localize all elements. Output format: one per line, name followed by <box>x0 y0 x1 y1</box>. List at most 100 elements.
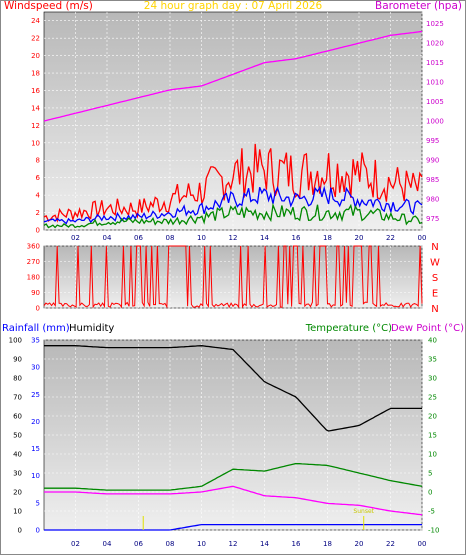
compass-label: E <box>432 289 438 300</box>
wind-tick-x: 18 <box>323 234 332 242</box>
wind-tick-left: 18 <box>31 70 40 78</box>
temp-tick-x: 10 <box>197 540 206 548</box>
direction-grid <box>44 245 423 309</box>
temp-tick-x: 02 <box>71 540 80 548</box>
wind-tick-left: 16 <box>31 87 40 95</box>
temp-tick: 35 <box>428 356 437 364</box>
humidity-tick: 60 <box>13 413 22 421</box>
wind-tick-right: 1020 <box>426 40 444 48</box>
temp-tick: -5 <box>428 508 435 516</box>
rain-tick: 25 <box>31 391 40 399</box>
temp-tick-x: 06 <box>134 540 143 548</box>
wind-tick-left: 10 <box>31 139 40 147</box>
wind-tick-left: 6 <box>36 174 41 182</box>
humidity-tick: 0 <box>18 527 22 535</box>
wind-tick-right: 985 <box>426 176 439 184</box>
humidity-tick: 90 <box>13 356 22 364</box>
wind-ticks: 2422201816141210864201025102010151010100… <box>31 17 444 242</box>
rain-tick: 5 <box>36 499 40 507</box>
wind-tick-left: 24 <box>31 17 40 25</box>
direction-tick-left: 0 <box>36 305 40 313</box>
wind-tick-right: 1010 <box>426 79 444 87</box>
temp-tick-x: 18 <box>323 540 332 548</box>
barometer-line <box>43 30 423 122</box>
windgust-line <box>43 143 423 223</box>
wind-tick-x: 04 <box>103 234 112 242</box>
wind-tick-right: 990 <box>426 156 439 164</box>
humidity-axis-label: Humidity <box>69 323 114 334</box>
windavg-line <box>43 185 423 225</box>
wind-tick-x: 02 <box>71 234 80 242</box>
dewpoint-axis-label: Dew Point (°C) <box>391 323 464 334</box>
wind-tick-right: 1025 <box>426 20 444 28</box>
wind-tick-left: 4 <box>36 192 41 200</box>
dewpoint-line <box>44 485 423 516</box>
compass-label: N <box>431 304 438 315</box>
temp-tick-x: 16 <box>292 540 301 548</box>
humidity-tick: 80 <box>13 375 22 383</box>
humidity-tick: 30 <box>13 470 22 478</box>
windspeed-line <box>43 202 423 229</box>
compass-label: N <box>431 242 438 253</box>
compass-label: W <box>430 258 440 269</box>
sunset-label: Sunset <box>353 508 374 515</box>
humidity-tick: 10 <box>13 508 22 516</box>
rain-tick: 35 <box>31 337 40 345</box>
wind-tick-x: 00 <box>418 234 427 242</box>
wind-tick-x: 06 <box>134 234 143 242</box>
wind-tick-right: 980 <box>426 195 439 203</box>
wind-tick-x: 12 <box>229 234 238 242</box>
temperature-axis-label: Temperature (°C) <box>305 323 392 334</box>
temp-tick-x: 22 <box>386 540 395 548</box>
humidity-line <box>44 345 422 432</box>
compass-label: S <box>432 273 438 284</box>
temp-tick: 30 <box>428 375 437 383</box>
temp-series: Sunset <box>44 345 423 531</box>
wind-tick-left: 20 <box>31 52 40 60</box>
wind-tick-right: 975 <box>426 215 439 223</box>
wind-tick-left: 8 <box>36 157 40 165</box>
temp-ticks: 1009080706050403020100353025201510504035… <box>9 337 440 549</box>
humidity-tick: 100 <box>9 337 22 345</box>
wind-tick-x: 08 <box>166 234 175 242</box>
barometer-axis-label: Barometer (hpa) <box>375 0 462 12</box>
temp-tick: 25 <box>428 394 437 402</box>
direction-tick-left: 360 <box>27 243 40 251</box>
temperature-line <box>44 462 423 491</box>
wind-tick-left: 2 <box>36 209 40 217</box>
temp-tick: 40 <box>428 337 437 345</box>
wind-tick-right: 1015 <box>426 59 444 67</box>
wind-series <box>43 30 423 229</box>
wind-tick-x: 14 <box>260 234 269 242</box>
graph-title: 24 hour graph day : 07 April 2026 <box>144 0 323 12</box>
wind-tick-left: 12 <box>31 122 40 130</box>
temp-tick-x: 14 <box>260 540 269 548</box>
temp-tick: -10 <box>428 527 439 535</box>
humidity-tick: 20 <box>13 489 22 497</box>
temp-tick: 15 <box>428 432 437 440</box>
rain-tick: 15 <box>31 445 40 453</box>
rain-tick: 20 <box>31 418 40 426</box>
winddirection-line <box>43 245 423 309</box>
temp-tick-x: 08 <box>166 540 175 548</box>
wind-tick-x: 16 <box>292 234 301 242</box>
humidity-tick: 50 <box>13 432 22 440</box>
direction-ticks: 360 N 270 W 180 S 90 E 0 N <box>27 242 440 315</box>
temp-grid <box>44 339 423 531</box>
wind-tick-left: 14 <box>31 104 40 112</box>
temp-tick-x: 00 <box>418 540 427 548</box>
humidity-tick: 70 <box>13 394 22 402</box>
temp-tick-x: 20 <box>355 540 364 548</box>
rain-tick: 0 <box>36 527 40 535</box>
wind-tick-x: 20 <box>355 234 364 242</box>
direction-tick-left: 90 <box>31 289 40 297</box>
rainfall-line <box>44 523 422 531</box>
wind-tick-left: 22 <box>31 35 40 43</box>
direction-tick-left: 270 <box>27 258 40 266</box>
temp-tick-x: 04 <box>103 540 112 548</box>
rain-tick: 30 <box>31 364 40 372</box>
windspeed-axis-label: Windspeed (m/s) <box>4 0 93 12</box>
wind-tick-left: 0 <box>36 227 40 235</box>
